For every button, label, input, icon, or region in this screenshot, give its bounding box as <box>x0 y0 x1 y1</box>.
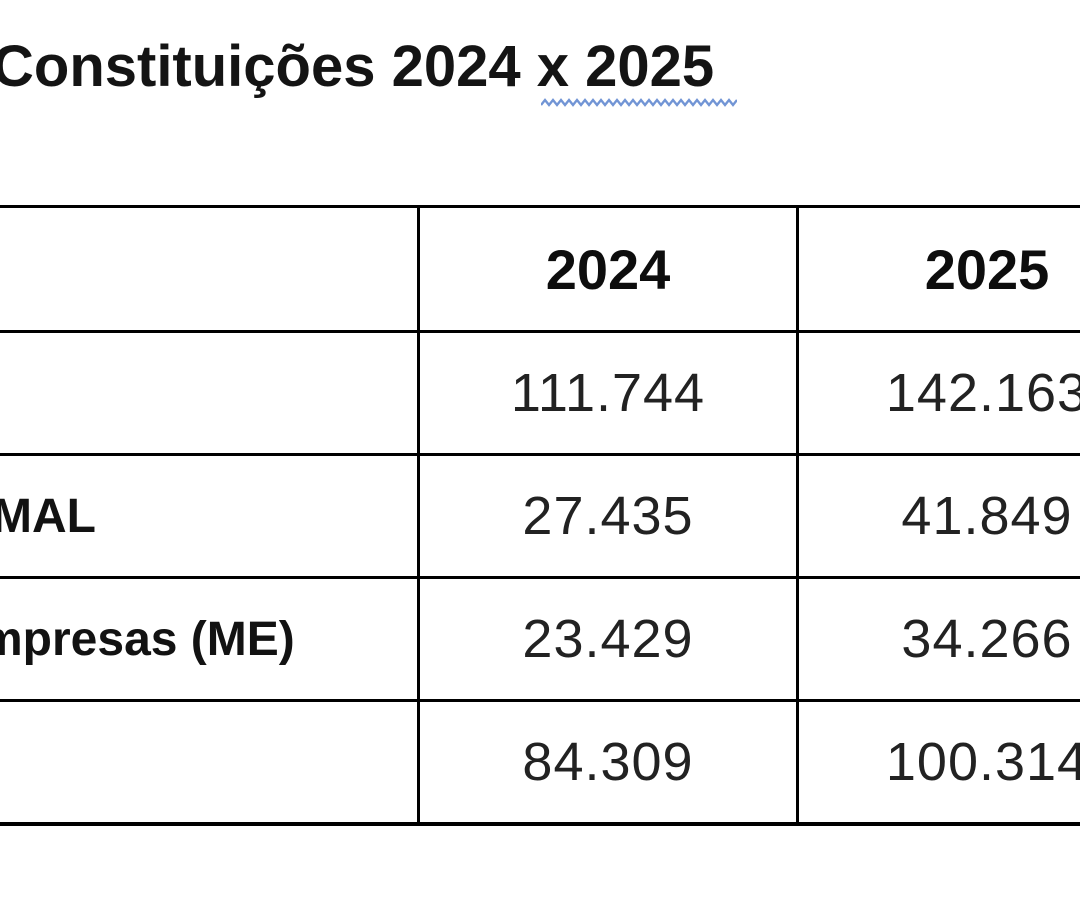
page-title-prefix: Constituições 2024 <box>0 34 537 99</box>
value-2025: 100.314 <box>796 699 1080 826</box>
table-header-row: 2024 2025 <box>0 205 1080 333</box>
table-row: MAL 27.435 41.849 <box>0 453 1080 579</box>
row-label <box>0 330 420 456</box>
value-2024: 23.429 <box>417 576 799 702</box>
value-2025: 34.266 <box>796 576 1080 702</box>
value-2025: 41.849 <box>796 453 1080 579</box>
column-header-2025: 2025 <box>796 205 1080 333</box>
table-row: mpresas (ME) 23.429 34.266 <box>0 576 1080 702</box>
page-title-flagged-text: x 2025 <box>536 34 737 107</box>
row-label: mpresas (ME) <box>0 576 420 702</box>
header-cell-empty <box>0 205 420 333</box>
page-title: Constituições 2024 x 2025 <box>0 34 737 107</box>
column-header-2024: 2024 <box>417 205 799 333</box>
table-row: 111.744 142.163 <box>0 330 1080 456</box>
value-2024: 84.309 <box>417 699 799 826</box>
value-2024: 27.435 <box>417 453 799 579</box>
comparison-table-container: 2024 2025 111.744 142.163 MAL 27.435 41.… <box>0 205 1080 826</box>
table-row: 84.309 100.314 <box>0 699 1080 826</box>
row-label <box>0 699 420 826</box>
page-title-flagged-label: x 2025 <box>536 34 715 99</box>
spellcheck-squiggle-icon <box>540 97 737 107</box>
value-2024: 111.744 <box>417 330 799 456</box>
value-2025: 142.163 <box>796 330 1080 456</box>
row-label: MAL <box>0 453 420 579</box>
comparison-table: 2024 2025 111.744 142.163 MAL 27.435 41.… <box>0 205 1080 826</box>
